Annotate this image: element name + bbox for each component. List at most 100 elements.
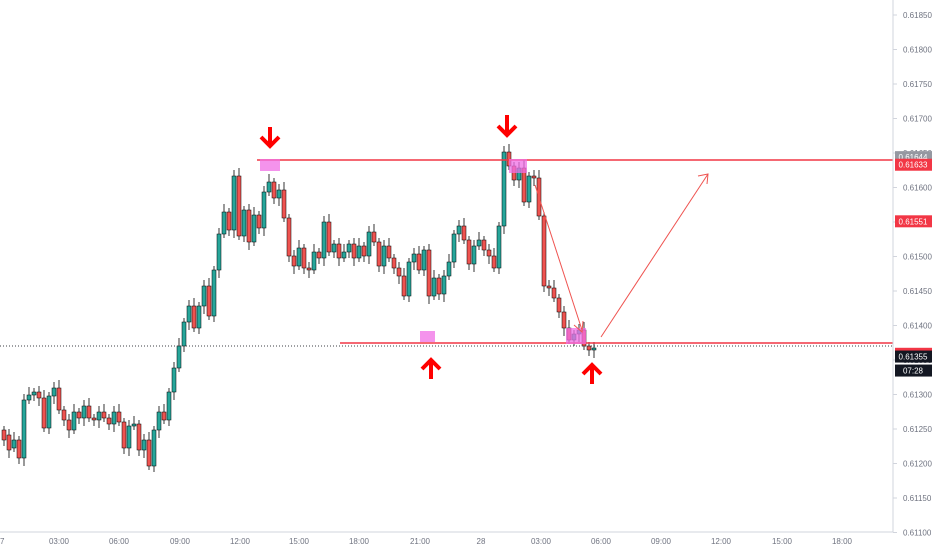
candle-body <box>356 245 362 259</box>
candle-body <box>276 189 282 199</box>
candle-body <box>446 261 452 277</box>
candle-body <box>431 277 437 297</box>
candle-body <box>556 297 562 313</box>
candle-body <box>426 249 432 297</box>
candle-body <box>551 287 557 299</box>
candle-body <box>361 245 367 257</box>
y-tick-label: 0.61750 <box>903 80 932 89</box>
candle-body <box>541 215 547 287</box>
candle-body <box>116 411 122 423</box>
candle-body <box>256 214 262 229</box>
candle-body <box>301 247 307 269</box>
candle-body <box>251 214 257 243</box>
candle-body <box>396 267 402 277</box>
candle-body <box>141 439 147 451</box>
candle-body <box>226 211 232 231</box>
y-tick-label: 0.61700 <box>903 115 932 124</box>
candle-body <box>586 345 592 351</box>
candle-body <box>26 394 32 401</box>
candle-body <box>191 305 197 329</box>
arrow-down-marker-2 <box>496 115 518 138</box>
x-tick-label: 06:00 <box>591 537 612 546</box>
candle-body <box>231 175 237 231</box>
candle-body <box>66 419 72 431</box>
candle-body <box>166 391 172 421</box>
candle-body <box>56 387 62 411</box>
candle-body <box>406 261 412 297</box>
candle-body <box>326 221 332 253</box>
arrow-up-marker-1 <box>420 357 442 379</box>
candle-body <box>176 345 182 369</box>
projection-up-line <box>600 173 709 338</box>
candle-body <box>96 411 102 421</box>
arrow-up-marker-2 <box>581 362 603 384</box>
candle-body <box>441 275 447 295</box>
y-tick-label: 0.61450 <box>903 287 932 296</box>
y-tick-label: 0.61300 <box>903 391 932 400</box>
candle-body <box>531 175 537 179</box>
candle-body <box>51 387 57 397</box>
candle-body <box>121 421 127 449</box>
candle-body <box>171 367 177 393</box>
candle-body <box>146 439 152 467</box>
candle-body <box>91 417 97 421</box>
candle-body <box>186 305 192 323</box>
x-tick-label: 15:00 <box>289 537 310 546</box>
y-tick-label: 0.61800 <box>903 46 932 55</box>
candle-body <box>401 275 407 297</box>
x-tick-label: 09:00 <box>651 537 672 546</box>
y-tick-label: 0.61600 <box>903 184 932 193</box>
candle-body <box>451 233 457 263</box>
candle-body <box>331 243 337 253</box>
candle-body <box>481 239 487 251</box>
candle-body <box>151 429 157 467</box>
x-tick-label: 03:00 <box>49 537 70 546</box>
candle-body <box>111 411 117 425</box>
y-tick-label: 0.61150 <box>903 494 932 503</box>
candle-body <box>346 243 352 253</box>
candle-body <box>271 181 277 199</box>
touch-marker-1 <box>260 159 280 171</box>
plot-background <box>0 0 893 532</box>
candle-body <box>11 439 17 449</box>
touch-marker-3 <box>509 159 527 173</box>
candle-body <box>321 221 327 259</box>
candle-body <box>86 405 92 419</box>
countdown-tag <box>895 364 932 377</box>
projection-down-line <box>534 184 583 331</box>
candle-body <box>471 245 477 265</box>
price-tag <box>895 158 932 171</box>
candle-body <box>81 405 87 419</box>
candle-body <box>216 233 222 271</box>
candle-body <box>36 391 42 399</box>
y-tick-label: 0.61100 <box>903 529 932 538</box>
y-tick-label: 0.61200 <box>903 460 932 469</box>
candle-body <box>456 225 462 235</box>
candle-body <box>466 239 472 265</box>
candle-body <box>1 429 7 441</box>
candle-body <box>336 243 342 259</box>
time-axis[interactable]: 7 03:00 06:00 09:00 12:00 15:00 18:00 21:00 28 03… <box>0 537 853 546</box>
x-tick-label: 18:00 <box>349 537 370 546</box>
candle-body <box>496 225 502 269</box>
candle-body <box>486 249 492 257</box>
candle-body <box>381 245 387 267</box>
price-axis[interactable]: 0.618500.618000.617500.617000.616500.616… <box>893 11 932 538</box>
x-tick-label: 28 <box>477 537 486 546</box>
price-tag-label: 0.61633 <box>899 161 928 170</box>
candle-body <box>296 247 302 267</box>
candle-body <box>156 411 162 431</box>
candle-body <box>136 423 142 451</box>
candle-body <box>101 411 107 419</box>
candle-body <box>206 285 212 317</box>
y-tick-label: 0.61250 <box>903 425 932 434</box>
candle-body <box>61 409 67 421</box>
candle-body <box>501 151 507 227</box>
x-tick-label: 12:00 <box>711 537 732 546</box>
candle-body <box>161 411 167 421</box>
price-tag-label: 0.61644 <box>899 153 928 162</box>
projection-down-arrowhead <box>573 320 584 334</box>
candle-body <box>201 285 207 307</box>
candle-body <box>341 251 347 259</box>
